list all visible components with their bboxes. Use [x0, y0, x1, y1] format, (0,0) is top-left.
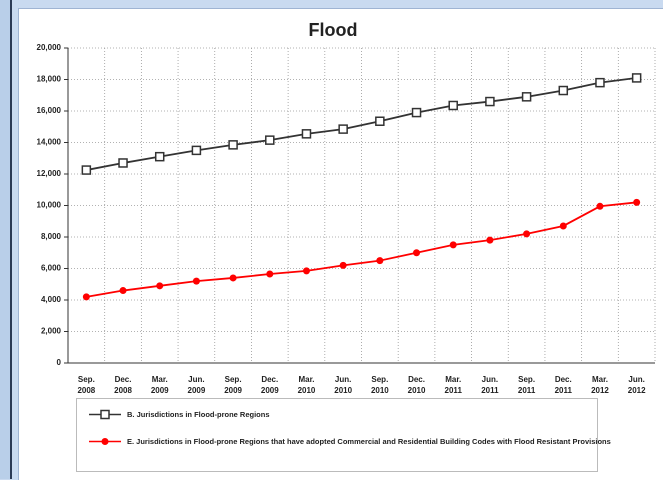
point [301, 129, 312, 139]
series-line [86, 201, 637, 298]
point [154, 151, 165, 162]
y-tick-label: 18,000 [37, 75, 62, 84]
x-tick-label: Mar. 2012 [591, 375, 609, 395]
point [81, 165, 92, 175]
y-tick-label: 2,000 [41, 327, 62, 336]
x-tick-label: Mar. 2009 [151, 375, 169, 395]
point [339, 261, 347, 269]
x-tick-label: Jun. 2010 [334, 375, 352, 395]
y-tick-label: 4,000 [41, 295, 62, 304]
x-tick-label: Mar. 2010 [298, 375, 316, 395]
point [82, 293, 90, 301]
legend-entry: B. Jurisdictions in Flood-prone Regions [87, 409, 627, 420]
x-tick-label: Jun. 2011 [481, 375, 499, 395]
point [228, 140, 238, 150]
point [631, 73, 642, 83]
x-tick-label: Sep. 2011 [518, 375, 536, 395]
x-tick-label: Jun. 2009 [188, 375, 206, 395]
point [100, 409, 110, 420]
x-tick-label: Dec. 2008 [114, 375, 132, 395]
x-tick-label: Mar. 2011 [445, 375, 463, 395]
x-tick-label: Jun. 2012 [628, 375, 646, 395]
legend-entry: E. Jurisdictions in Flood-prone Regions … [87, 436, 627, 447]
legend-swatch [89, 409, 121, 420]
point [265, 135, 275, 145]
point [156, 282, 164, 290]
point [101, 438, 109, 445]
point [523, 230, 531, 238]
y-tick-label: 20,000 [37, 43, 62, 52]
point [633, 198, 641, 206]
point [485, 96, 495, 107]
x-tick-label: Dec. 2009 [261, 375, 279, 395]
point [338, 124, 348, 134]
legend-label: B. Jurisdictions in Flood-prone Regions [127, 410, 270, 419]
series-line [86, 77, 637, 171]
point [191, 145, 202, 156]
point [229, 274, 237, 282]
x-tick-label: Sep. 2009 [224, 375, 242, 395]
point [595, 77, 605, 88]
x-tick-label: Sep. 2008 [77, 375, 95, 395]
legend-swatch [89, 438, 121, 445]
x-tick-label: Dec. 2011 [555, 375, 573, 395]
legend-label: E. Jurisdictions in Flood-prone Regions … [127, 437, 611, 446]
point [449, 241, 457, 249]
y-tick-label: 6,000 [41, 264, 62, 273]
legend: B. Jurisdictions in Flood-prone Regions E… [76, 398, 611, 472]
point [413, 249, 421, 257]
point [448, 100, 458, 111]
y-tick-label: 12,000 [37, 169, 62, 178]
point [558, 85, 569, 96]
point [376, 257, 384, 265]
point [559, 222, 567, 230]
y-tick-label: 0 [57, 358, 62, 367]
point [118, 158, 128, 168]
x-tick-label: Dec. 2010 [408, 375, 426, 395]
side-panel [0, 0, 12, 479]
point [486, 236, 494, 244]
y-tick-label: 14,000 [37, 138, 62, 147]
point [119, 287, 127, 295]
point [302, 267, 310, 275]
point [375, 116, 385, 126]
x-tick-label: Sep. 2010 [371, 375, 389, 395]
chart-title: Flood [309, 20, 358, 40]
y-tick-label: 16,000 [37, 106, 62, 115]
point [521, 92, 532, 102]
y-tick-label: 10,000 [37, 201, 62, 210]
point [266, 270, 274, 278]
y-tick-label: 8,000 [41, 232, 62, 241]
point [596, 202, 604, 210]
point [411, 107, 422, 118]
point [192, 277, 200, 285]
